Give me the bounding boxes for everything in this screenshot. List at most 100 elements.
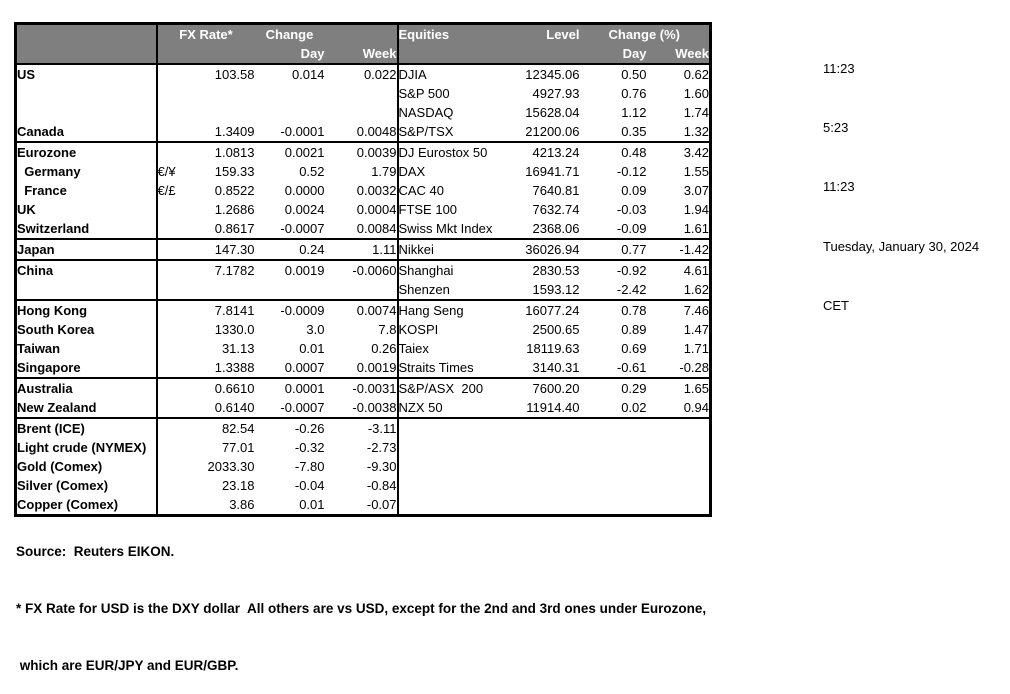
equity-day-change-cell: 0.76 bbox=[621, 86, 647, 101]
equity-week-change-cell: 7.46 bbox=[646, 299, 711, 320]
fx-day-change-cell: 0.01 bbox=[299, 341, 325, 356]
header-fx-rate: FX Rate* bbox=[156, 23, 255, 44]
equity-week-change-cell: 1.62 bbox=[683, 282, 709, 297]
equity-name-cell: S&P/TSX bbox=[398, 124, 454, 139]
equity-day-change-cell: -2.42 bbox=[616, 282, 647, 297]
equity-level-cell: 1593.12 bbox=[532, 282, 580, 297]
header-country-blank bbox=[15, 23, 158, 44]
equity-week-change-cell: -1.42 bbox=[646, 238, 711, 260]
fx-day-change-cell: -0.26 bbox=[254, 417, 325, 438]
timestamp-block: 11:23 5:23 11:23 Tuesday, January 30, 20… bbox=[823, 19, 979, 336]
country-cell: France bbox=[15, 181, 158, 200]
fx-day-change-cell: -0.0007 bbox=[280, 221, 325, 236]
header-eq-day: Day bbox=[579, 44, 647, 65]
fx-week-change-cell: -0.84 bbox=[324, 476, 399, 495]
currency-pair-cell bbox=[157, 457, 190, 476]
fx-rate-cell: 77.01 bbox=[221, 440, 255, 455]
equity-week-change-cell: -0.28 bbox=[679, 360, 709, 375]
equity-name-cell: Taiex bbox=[398, 341, 429, 356]
fx-day-change-cell: 0.0024 bbox=[284, 202, 325, 217]
currency-pair-cell bbox=[157, 358, 190, 378]
footnotes: Source: Reuters EIKON. * FX Rate for USD… bbox=[16, 504, 706, 694]
fx-day-change-cell: -0.0007 bbox=[280, 400, 325, 415]
fx-week-change-cell: 0.0019 bbox=[324, 358, 399, 378]
equity-week-change-cell: 1.74 bbox=[683, 105, 709, 120]
fx-day-change-cell bbox=[255, 280, 325, 300]
currency-pair-cell bbox=[156, 259, 190, 280]
fx-week-change-cell: 0.0074 bbox=[324, 299, 399, 320]
country-cell bbox=[15, 84, 158, 103]
fx-day-change-cell: 0.24 bbox=[254, 238, 325, 260]
fx-week-change-cell: 1.11 bbox=[324, 238, 399, 260]
table-row: Eurozone 1.0813 0.0021 0.0039 DJ Eurostox 50… bbox=[15, 141, 711, 162]
fx-rate-cell: 2033.30 bbox=[207, 459, 255, 474]
header-fx-day: Day bbox=[254, 44, 325, 65]
currency-pair-cell bbox=[157, 64, 190, 84]
equity-level-cell: 2368.06 bbox=[532, 221, 580, 236]
time-3: 11:23 bbox=[823, 179, 855, 195]
country-cell: Switzerland bbox=[15, 219, 158, 239]
equity-day-change-cell: 0.78 bbox=[579, 299, 647, 320]
equity-name-cell: Nikkei bbox=[397, 238, 502, 260]
currency-pair-cell bbox=[157, 398, 190, 418]
currency-pair-cell bbox=[156, 417, 190, 438]
fx-week-change-cell: 0.022 bbox=[324, 64, 399, 84]
header-blank-cell bbox=[397, 44, 502, 65]
equity-name-cell: NZX 50 bbox=[398, 400, 443, 415]
table-row: Taiwan 31.13 0.01 0.26 Taiex 18119.63 0.69 1.71 bbox=[15, 339, 711, 358]
equity-level-cell: 7600.20 bbox=[501, 377, 580, 398]
fx-day-change-cell: 3.0 bbox=[306, 322, 325, 337]
table-row: Shenzen 1593.12 -2.42 1.62 bbox=[15, 280, 711, 300]
header-fx-week: Week bbox=[324, 44, 399, 65]
equity-week-change-cell bbox=[646, 417, 711, 438]
table-row: Gold (Comex) 2033.30 -7.80 -9.30 bbox=[15, 457, 711, 476]
date-label: Tuesday, January 30, 2024 bbox=[823, 238, 980, 254]
equity-day-change-cell: -0.03 bbox=[616, 202, 647, 217]
equity-name-cell: DJ Eurostox 50 bbox=[397, 141, 502, 162]
table-row: South Korea 1330.0 3.0 7.8 KOSPI 2500.65 0.89 1… bbox=[15, 320, 711, 339]
fx-equities-table: FX Rate* Change Equities Level Change (%… bbox=[14, 22, 712, 517]
equity-day-change-cell: 0.89 bbox=[621, 322, 647, 337]
fx-week-change-cell: 1.79 bbox=[324, 162, 399, 181]
equity-level-cell: 4213.24 bbox=[501, 141, 580, 162]
equity-day-change-cell: 1.12 bbox=[621, 105, 647, 120]
fx-rate-cell: 1.3388 bbox=[214, 360, 255, 375]
fx-day-change-cell: 0.014 bbox=[291, 67, 325, 82]
equity-day-change-cell: 0.48 bbox=[579, 141, 647, 162]
fx-week-change-cell: -0.07 bbox=[324, 495, 399, 516]
fx-week-change-cell: 0.0004 bbox=[324, 200, 399, 219]
fx-day-change-cell: 0.0021 bbox=[254, 141, 325, 162]
equity-week-change-cell bbox=[647, 476, 711, 495]
equity-day-change-cell: 0.50 bbox=[621, 67, 647, 82]
equity-day-change-cell: -0.12 bbox=[616, 164, 647, 179]
equity-day-change-cell: 0.69 bbox=[621, 341, 647, 356]
fx-week-change-cell: -9.30 bbox=[324, 457, 399, 476]
fx-rate-cell: 7.8141 bbox=[189, 299, 255, 320]
fx-rate-cell: 7.1782 bbox=[189, 259, 255, 280]
fx-rate-cell: 159.33 bbox=[214, 164, 255, 179]
header-eq-week: Week bbox=[646, 44, 711, 65]
equity-name-cell: DJIA bbox=[398, 67, 427, 82]
equity-day-change-cell: 0.02 bbox=[621, 400, 647, 415]
equity-name-cell bbox=[398, 476, 502, 495]
header-row-2: Day Week Day Week bbox=[15, 44, 711, 65]
currency-pair-cell bbox=[156, 377, 190, 398]
fx-week-change-cell: -3.11 bbox=[324, 417, 399, 438]
table-row: NASDAQ 15628.04 1.12 1.74 bbox=[15, 103, 711, 122]
equity-name-cell: S&P 500 bbox=[398, 86, 450, 101]
fx-week-change-cell bbox=[324, 103, 399, 122]
fx-day-change-cell bbox=[255, 103, 325, 122]
country-cell bbox=[15, 280, 158, 300]
country-cell: Japan bbox=[15, 238, 158, 260]
country-cell: Silver (Comex) bbox=[15, 476, 158, 495]
currency-pair-cell: €/£ bbox=[157, 183, 176, 198]
fx-week-change-cell: 0.0048 bbox=[324, 122, 399, 142]
currency-pair-cell bbox=[157, 84, 190, 103]
fx-rate-cell bbox=[190, 84, 255, 103]
equity-name-cell: Shenzen bbox=[398, 282, 450, 297]
country-cell: Brent (ICE) bbox=[15, 417, 158, 438]
currency-pair-cell bbox=[157, 476, 190, 495]
table-row: Brent (ICE) 82.54 -0.26 -3.11 bbox=[15, 417, 711, 438]
header-eq-change-pct: Change (%) bbox=[579, 23, 711, 44]
fx-rate-cell: 1.3409 bbox=[214, 124, 255, 139]
